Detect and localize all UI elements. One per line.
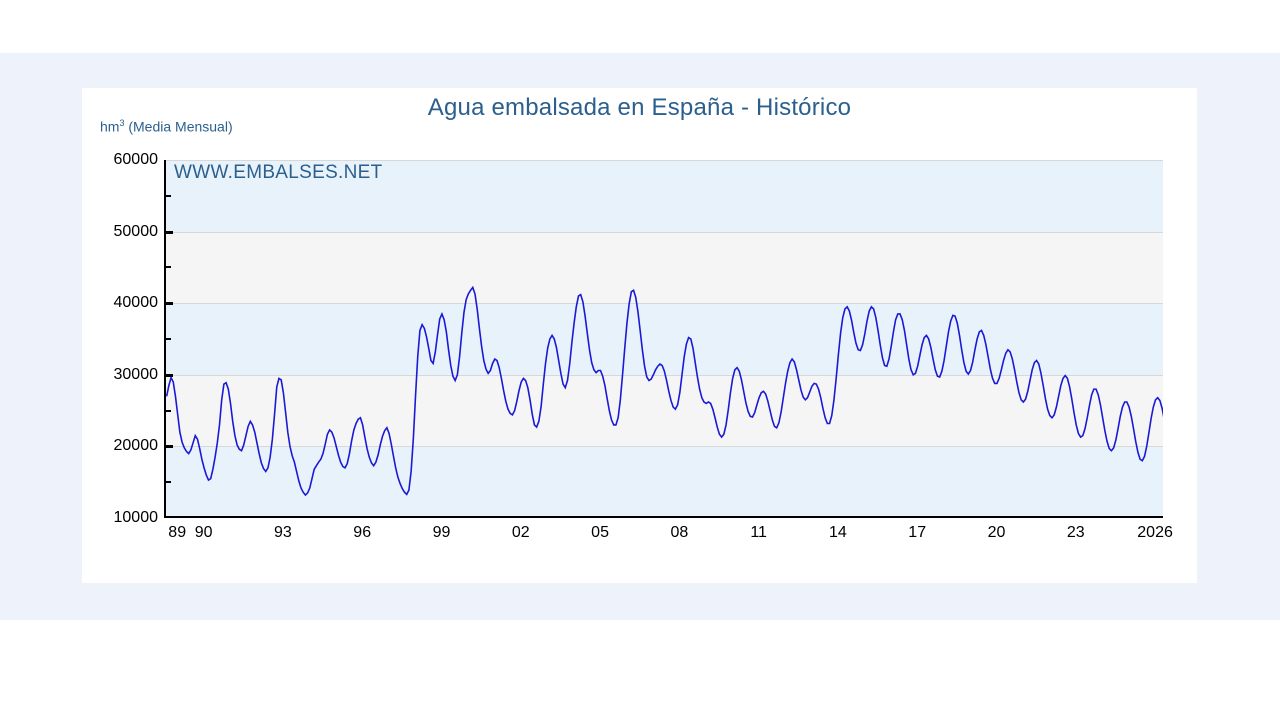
data-series-line (165, 285, 1163, 497)
plot-band (164, 231, 1163, 304)
x-tick-label: 90 (194, 524, 213, 541)
y-axis-labels: 10000 20000 30000 40000 50000 60000 (82, 151, 159, 526)
plot-band (164, 446, 1163, 518)
chart-title: Agua embalsada en España - Histórico (427, 94, 852, 121)
y-axis-unit-exponent: 3 (119, 118, 125, 128)
x-axis-labels: 89 90 93 96 99 02 05 08 11 14 17 20 23 2026 (164, 524, 1173, 554)
y-tick-minor (164, 409, 171, 412)
y-tick-label: 50000 (113, 222, 159, 240)
gridline (164, 374, 1163, 376)
x-axis-line (164, 516, 1163, 518)
y-tick-minor (164, 481, 171, 484)
x-tick-label: 89 (168, 524, 187, 541)
gridline (164, 231, 1163, 233)
y-tick-minor (164, 194, 171, 197)
watermark-label: WWW.EMBALSES.NET (174, 162, 383, 183)
plot-band (164, 160, 1163, 232)
plot-band (164, 374, 1163, 447)
y-tick-major (164, 230, 173, 234)
x-tick-label: 05 (591, 524, 609, 541)
x-tick-label: 2026 (1137, 524, 1173, 541)
y-axis-unit: hm (100, 118, 120, 135)
y-tick-major (164, 302, 173, 306)
y-axis-title: hm3 (Media Mensual) (100, 118, 233, 135)
y-tick-major (164, 373, 173, 377)
gridline (164, 303, 1163, 305)
x-tick-label: 02 (511, 524, 530, 541)
line-chart: Agua embalsada en España - Histórico hm3… (82, 88, 1197, 583)
y-tick-major (164, 445, 173, 449)
x-tick-label: 17 (908, 524, 927, 541)
x-tick-label: 11 (750, 524, 767, 541)
plot-background (164, 160, 1163, 518)
plot-area: WWW.EMBALSES.NET (164, 160, 1163, 518)
gridline (164, 160, 1163, 161)
y-tick-label: 30000 (113, 365, 159, 383)
chart-card: Agua embalsada en España - Histórico hm3… (82, 88, 1197, 583)
x-tick-label: 99 (432, 524, 451, 541)
x-tick-label: 20 (987, 524, 1006, 541)
y-axis-unit-rest: (Media Mensual) (124, 118, 233, 135)
gridline (164, 446, 1163, 448)
y-tick-label: 20000 (113, 437, 159, 455)
x-tick-label: 08 (670, 524, 689, 541)
y-tick-label: 40000 (113, 294, 159, 312)
y-tick-minor (164, 338, 171, 340)
y-tick-label: 60000 (113, 151, 159, 168)
x-tick-label: 23 (1066, 524, 1085, 541)
plot-band (164, 303, 1163, 375)
x-tick-label: 14 (829, 524, 847, 541)
x-tick-label: 93 (274, 524, 292, 541)
y-tick-minor (164, 266, 171, 269)
x-tick-label: 96 (353, 524, 372, 541)
y-tick-label: 10000 (113, 509, 159, 526)
